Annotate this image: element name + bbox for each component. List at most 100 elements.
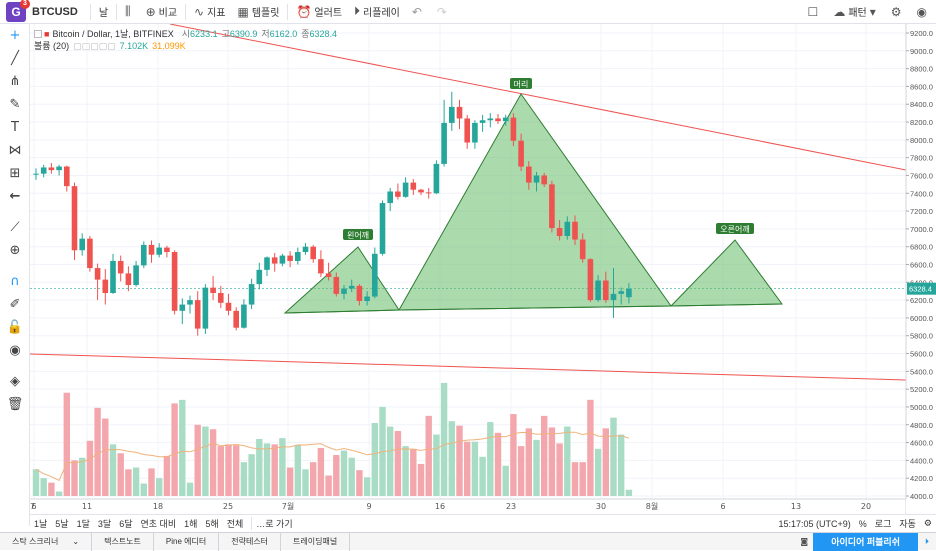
- compare-button[interactable]: ⊕ 비교: [140, 0, 183, 24]
- range-button[interactable]: 1날: [34, 519, 48, 529]
- time-tick-label: 16: [435, 502, 445, 511]
- crosshair-tool[interactable]: +: [0, 24, 30, 47]
- prediction-tool[interactable]: ⊞: [0, 162, 30, 185]
- arrow-left-icon: ←: [9, 189, 21, 204]
- fullscreen-button[interactable]: ☐: [802, 0, 828, 24]
- back-tool[interactable]: ←: [0, 185, 30, 208]
- candle-body: [218, 292, 224, 303]
- close-label: 종: [301, 29, 310, 39]
- clock[interactable]: 15:17:05 (UTC+9): [778, 518, 851, 529]
- right-shoulder-shape: [669, 239, 783, 307]
- interval-button[interactable]: 날: [98, 8, 109, 19]
- tab-strategy-tester[interactable]: 전략테스터: [219, 532, 282, 551]
- indicators-button[interactable]: ∿ 지표: [188, 0, 231, 24]
- range-button[interactable]: 6달: [119, 519, 133, 529]
- scale-settings-button[interactable]: ⚙: [920, 518, 936, 529]
- volume-bar: [548, 427, 556, 496]
- tab-stock-screener[interactable]: 스탁 스크리너 ⌄: [0, 532, 93, 551]
- range-button[interactable]: 5해: [205, 519, 219, 529]
- range-button[interactable]: 3달: [97, 519, 112, 529]
- symbol-search[interactable]: BTCUSD: [32, 5, 78, 18]
- range-button[interactable]: 1달: [76, 519, 90, 529]
- volume-bar: [102, 418, 109, 496]
- brush-tool[interactable]: ✎: [0, 93, 30, 116]
- candle-body: [356, 285, 363, 302]
- price-tick-label: 5600.0: [910, 350, 933, 359]
- range-button[interactable]: 1해: [184, 519, 198, 529]
- indicator-icon: ∿: [194, 4, 205, 19]
- low-label: 저: [261, 29, 270, 39]
- range-button[interactable]: 연초 대비: [140, 519, 177, 529]
- auto-toggle[interactable]: 자동: [899, 519, 916, 529]
- tab-trading-panel[interactable]: 트레이딩패널: [281, 532, 351, 551]
- candle-body: [164, 247, 170, 253]
- camera-icon: ◉: [916, 4, 927, 19]
- candle-body: [518, 140, 524, 167]
- candle-body: [418, 189, 424, 193]
- volume-bar: [610, 417, 617, 496]
- time-tick-label: 6: [31, 502, 36, 511]
- replay-button[interactable]: ⏵ 리플레이: [348, 0, 406, 24]
- price-tick-label: 9200.0: [910, 29, 933, 38]
- stay-drawing-tool[interactable]: ✐: [0, 293, 30, 316]
- left-shoulder-shape: [283, 246, 400, 314]
- zoom-tool[interactable]: ⊕: [0, 239, 30, 262]
- collapse-icon[interactable]: [34, 30, 42, 38]
- log-toggle[interactable]: 로그: [874, 519, 892, 529]
- layers-tool[interactable]: ◈: [0, 370, 30, 393]
- chevron-down-icon: ⌄: [72, 537, 80, 546]
- alert-button[interactable]: ⏰ 얼러트: [290, 0, 348, 24]
- measure-tool[interactable]: ⟋: [0, 216, 30, 239]
- chart-type-button[interactable]: ⫼: [119, 0, 140, 24]
- user-avatar[interactable]: G 3: [6, 0, 30, 22]
- settings-button[interactable]: ⚙: [885, 0, 911, 24]
- candle-body: [364, 296, 370, 302]
- axis-corner: [906, 499, 936, 514]
- goto-date-button[interactable]: …로 가기: [251, 517, 296, 530]
- trendline-tool[interactable]: ╱: [0, 47, 30, 70]
- magnet-tool[interactable]: ∩: [0, 270, 30, 293]
- candle-body: [225, 302, 232, 311]
- volume-bar: [356, 470, 363, 496]
- undo-button[interactable]: ↶: [406, 0, 431, 24]
- candle-body: [618, 291, 624, 294]
- publish-idea-button[interactable]: 아이디어 퍼블리쉬: [813, 532, 918, 551]
- last-price-label: 6328.4: [909, 285, 932, 294]
- volume-bar: [556, 443, 563, 496]
- candle-body: [117, 260, 124, 274]
- price-tick-label: 5200.0: [910, 385, 933, 394]
- tab-pine-editor[interactable]: Pine 에디터: [154, 532, 220, 551]
- camera-button[interactable]: ◙: [795, 533, 813, 551]
- redo-button[interactable]: ↷: [431, 0, 456, 24]
- pattern-tool[interactable]: ⋈: [0, 139, 30, 162]
- candle-body: [302, 246, 309, 253]
- play-button[interactable]: ⏵: [918, 533, 936, 551]
- price-tick-label: 8600.0: [910, 82, 933, 91]
- volume-bar: [448, 421, 455, 496]
- snapshot-button[interactable]: ◉: [911, 0, 936, 24]
- candle-body: [495, 118, 501, 122]
- volume-bar: [63, 392, 70, 496]
- templates-button[interactable]: ▦ 템플릿: [232, 0, 286, 24]
- lock-tool[interactable]: 🔓: [0, 316, 30, 339]
- volume-bar: [148, 468, 155, 496]
- pattern-button[interactable]: ☁ 패턴 ▾: [827, 0, 884, 24]
- volume-bar: [340, 450, 348, 496]
- hide-tool[interactable]: ◉: [0, 339, 30, 362]
- candle-body: [241, 304, 247, 328]
- percent-toggle[interactable]: %: [858, 518, 867, 529]
- volume-bar: [348, 457, 355, 496]
- divider: [89, 3, 91, 20]
- candle-body: [587, 259, 594, 301]
- text-tool[interactable]: T: [0, 116, 30, 139]
- tab-text-notes[interactable]: 텍스트노트: [92, 532, 154, 551]
- range-button[interactable]: 전체: [226, 519, 244, 529]
- legend-buttons-icon[interactable]: ▢▢▢▢▢: [73, 41, 116, 51]
- fib-tool[interactable]: ⋔: [0, 70, 30, 93]
- volume-bar: [594, 448, 602, 496]
- candle-body: [626, 288, 632, 298]
- brush-icon: ✎: [9, 97, 21, 112]
- delete-tool[interactable]: 🗑: [0, 393, 30, 416]
- range-button[interactable]: 5날: [55, 519, 69, 529]
